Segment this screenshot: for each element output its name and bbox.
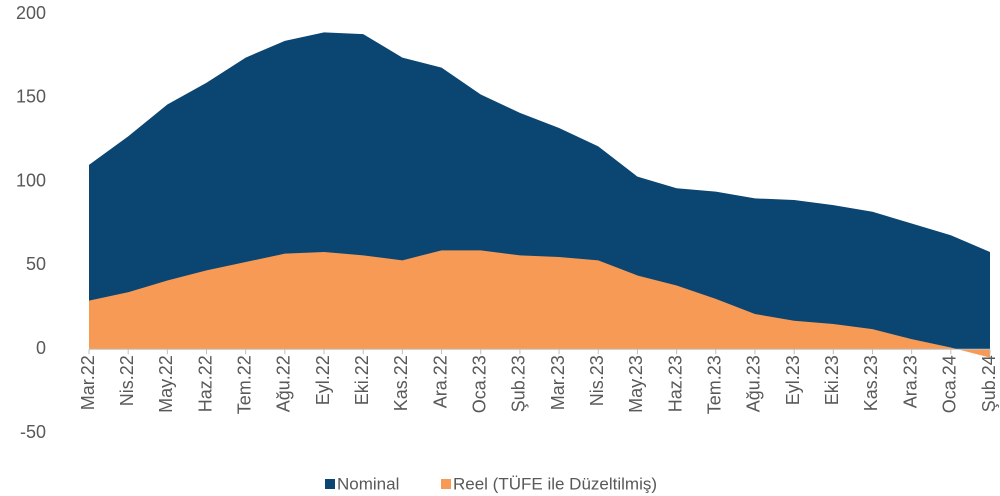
y-tick-label: 100 bbox=[16, 170, 46, 190]
x-tick-label: Tem.22 bbox=[234, 355, 254, 414]
x-tick-label: Eki.22 bbox=[352, 355, 372, 405]
x-tick-label: May.23 bbox=[626, 355, 646, 413]
y-tick-label: 0 bbox=[36, 338, 46, 358]
legend-label: Reel (TÜFE ile Düzeltilmiş) bbox=[453, 474, 657, 493]
legend-swatch bbox=[325, 479, 335, 489]
y-tick-label: -50 bbox=[20, 422, 46, 442]
x-tick-label: Nis.22 bbox=[117, 355, 137, 406]
x-tick-label: Oca.23 bbox=[469, 355, 489, 413]
x-tick-label: Eyl.22 bbox=[313, 355, 333, 405]
x-tick-label: Nis.23 bbox=[587, 355, 607, 406]
x-tick-label: Kas.22 bbox=[391, 355, 411, 411]
x-tick-label: Eyl.23 bbox=[783, 355, 803, 405]
legend-swatch bbox=[441, 479, 451, 489]
x-tick-label: Şub.24 bbox=[979, 355, 999, 412]
area bbox=[89, 250, 990, 358]
legend-label: Nominal bbox=[337, 474, 399, 493]
y-tick-label: 50 bbox=[26, 254, 46, 274]
x-tick-label: Kas.23 bbox=[861, 355, 881, 411]
x-tick-label: Şub.23 bbox=[509, 355, 529, 412]
y-tick-label: 150 bbox=[16, 87, 46, 107]
x-tick-label: Ara.22 bbox=[430, 355, 450, 408]
x-tick-label: Tem.23 bbox=[705, 355, 725, 414]
x-tick-label: Eki.23 bbox=[822, 355, 842, 405]
x-tick-label: Mar.22 bbox=[78, 355, 98, 410]
y-tick-label: 200 bbox=[16, 3, 46, 23]
x-tick-label: Haz.22 bbox=[195, 355, 215, 412]
x-tick-label: Haz.23 bbox=[665, 355, 685, 412]
x-tick-label: Mar.23 bbox=[548, 355, 568, 410]
x-tick-label: Oca.24 bbox=[940, 355, 960, 413]
x-tick-label: Ağu.23 bbox=[744, 355, 764, 412]
x-tick-label: Ara.23 bbox=[900, 355, 920, 408]
x-tick-label: Ağu.22 bbox=[274, 355, 294, 412]
x-tick-label: May.22 bbox=[156, 355, 176, 413]
